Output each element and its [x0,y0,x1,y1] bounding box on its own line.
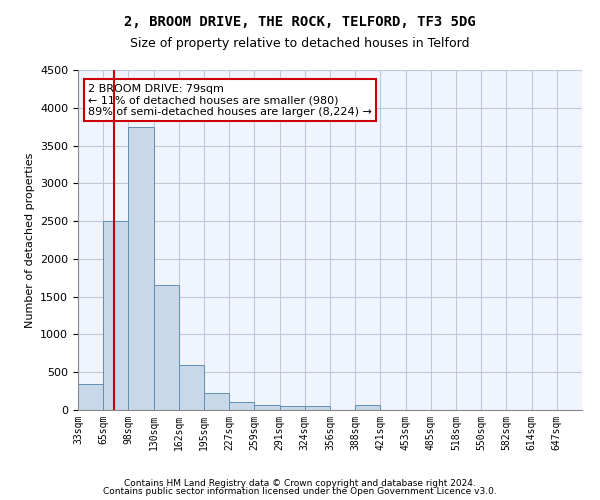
Bar [305,406,330,410]
Bar [355,405,380,410]
Text: 2, BROOM DRIVE, THE ROCK, TELFORD, TF3 5DG: 2, BROOM DRIVE, THE ROCK, TELFORD, TF3 5… [124,15,476,29]
Bar [128,126,154,410]
Y-axis label: Number of detached properties: Number of detached properties [25,152,35,328]
Bar [280,406,305,410]
Bar [154,286,179,410]
Text: Contains public sector information licensed under the Open Government Licence v3: Contains public sector information licen… [103,487,497,496]
Bar [254,405,280,410]
Text: 2 BROOM DRIVE: 79sqm
← 11% of detached houses are smaller (980)
89% of semi-deta: 2 BROOM DRIVE: 79sqm ← 11% of detached h… [88,84,372,117]
Text: Size of property relative to detached houses in Telford: Size of property relative to detached ho… [130,38,470,51]
Bar [78,384,103,410]
Bar [103,221,128,410]
Text: Contains HM Land Registry data © Crown copyright and database right 2024.: Contains HM Land Registry data © Crown c… [124,478,476,488]
Bar [179,364,204,410]
Bar [204,392,229,410]
Bar [229,402,254,410]
